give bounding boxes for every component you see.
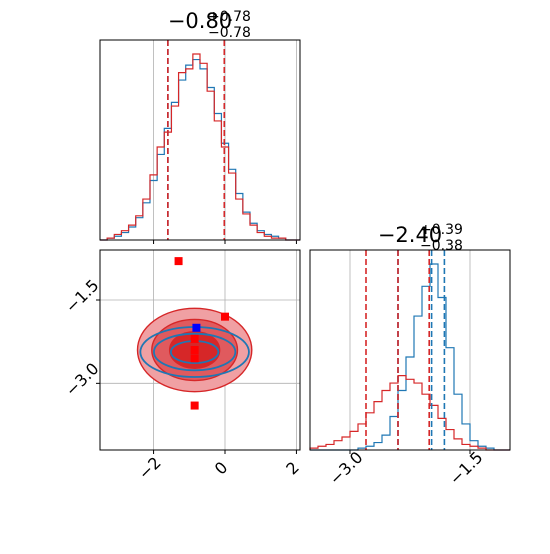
joint-blue-contour-1 — [153, 332, 237, 372]
joint-frame — [99, 249, 301, 451]
top-hist-blue — [100, 58, 300, 241]
right-hist-blue — [310, 263, 510, 451]
title-param-1-main: −0.80 — [168, 9, 232, 33]
right-frame — [309, 249, 511, 451]
joint-xticklabel-0: −2 — [135, 453, 165, 483]
title-param-2-sup: +0.39 — [420, 222, 463, 238]
joint-xticklabel-2: 2 — [282, 458, 303, 479]
title-param-1-sub: −0.78 — [208, 25, 251, 41]
right-xticklabel-1: −1.5 — [446, 448, 487, 489]
top-hist-red — [100, 53, 300, 241]
joint-marker-2 — [221, 312, 229, 321]
title-param-1: −0.80 — [168, 9, 232, 33]
joint-yticklabel-0: −1.5 — [62, 276, 103, 317]
joint-marker-4 — [190, 346, 199, 354]
joint-panel: −2 0 2 −1.5 −3.0 — [62, 249, 303, 483]
title-param-1-sup: +0.78 — [208, 9, 251, 25]
joint-marker-3 — [190, 334, 199, 343]
top-frame — [99, 39, 301, 241]
title-param-2-sub: −0.38 — [420, 238, 463, 254]
title-param-2: −2.40 — [378, 223, 442, 247]
right-xticklabel-0: −3.0 — [326, 448, 367, 489]
joint-yticklabel-1: −3.0 — [62, 359, 103, 400]
top-marginal-panel — [99, 39, 301, 244]
title-param-2-main: −2.40 — [378, 223, 442, 247]
right-marginal-panel: −3.0 −1.5 — [309, 249, 511, 489]
joint-marker-1 — [174, 257, 183, 266]
right-hist-red — [309, 375, 510, 451]
joint-marker-0 — [192, 323, 201, 332]
joint-marker-6 — [190, 401, 199, 410]
joint-xticklabel-1: 0 — [211, 458, 232, 479]
joint-marker-5 — [190, 354, 199, 363]
